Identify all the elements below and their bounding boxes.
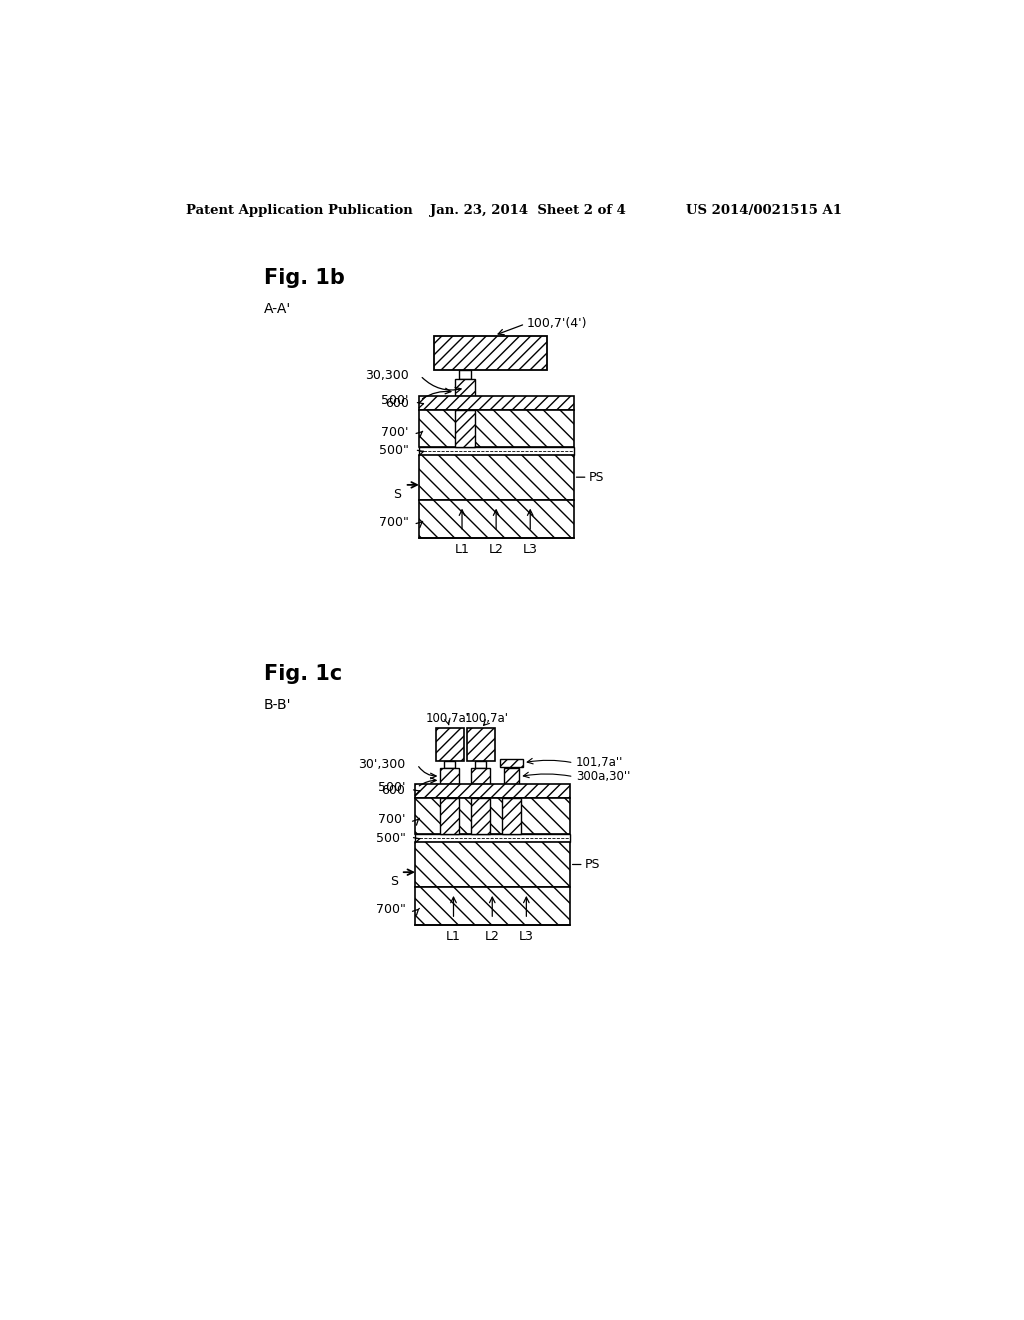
Text: 600: 600 xyxy=(385,397,409,409)
Bar xyxy=(415,797,569,834)
Text: 700": 700" xyxy=(376,903,406,916)
Bar xyxy=(471,797,489,834)
Text: 700': 700' xyxy=(381,426,409,440)
Text: S: S xyxy=(390,875,397,888)
Text: 30,300: 30,300 xyxy=(365,370,409,381)
Bar xyxy=(415,842,569,887)
Bar xyxy=(435,729,464,760)
Text: 700': 700' xyxy=(378,813,406,826)
Bar xyxy=(467,729,495,760)
Bar xyxy=(419,499,573,539)
Text: Patent Application Publication: Patent Application Publication xyxy=(186,205,413,218)
Text: 100,7'(4'): 100,7'(4') xyxy=(526,317,587,330)
Text: Fig. 1c: Fig. 1c xyxy=(263,664,342,684)
Bar xyxy=(419,396,573,411)
Text: L3: L3 xyxy=(523,543,538,556)
Bar xyxy=(415,784,569,797)
Text: PS: PS xyxy=(586,858,601,871)
Bar xyxy=(415,834,569,842)
Text: B-B': B-B' xyxy=(263,698,291,711)
Bar xyxy=(440,768,459,784)
Bar xyxy=(475,760,486,768)
Text: 500': 500' xyxy=(381,393,409,407)
Bar xyxy=(455,379,475,396)
Text: 30',300: 30',300 xyxy=(358,758,406,771)
Text: Jan. 23, 2014  Sheet 2 of 4: Jan. 23, 2014 Sheet 2 of 4 xyxy=(430,205,626,218)
Bar xyxy=(419,447,573,455)
Text: 100,7a': 100,7a' xyxy=(426,713,470,726)
Text: 300a,30'': 300a,30'' xyxy=(575,770,631,783)
Bar xyxy=(444,760,455,768)
Text: Fig. 1b: Fig. 1b xyxy=(263,268,344,288)
Text: 101,7a'': 101,7a'' xyxy=(575,756,624,770)
Text: L1: L1 xyxy=(455,543,469,556)
Text: 700": 700" xyxy=(379,516,409,529)
Bar xyxy=(415,887,569,925)
Bar xyxy=(503,797,521,834)
Text: 500": 500" xyxy=(379,445,409,458)
Text: L2: L2 xyxy=(488,543,504,556)
Bar xyxy=(500,759,523,767)
Bar xyxy=(471,768,489,784)
Text: A-A': A-A' xyxy=(263,302,291,317)
Bar xyxy=(419,455,573,499)
Text: 500": 500" xyxy=(376,832,406,845)
Text: S: S xyxy=(393,487,401,500)
Text: L1: L1 xyxy=(446,931,461,944)
Text: L3: L3 xyxy=(519,931,534,944)
Bar xyxy=(419,411,573,447)
Text: 100,7a': 100,7a' xyxy=(465,713,509,726)
Text: 600: 600 xyxy=(382,784,406,797)
Text: L2: L2 xyxy=(484,931,500,944)
Text: PS: PS xyxy=(589,471,604,483)
Text: US 2014/0021515 A1: US 2014/0021515 A1 xyxy=(686,205,842,218)
Bar xyxy=(455,411,475,447)
Bar xyxy=(459,370,471,379)
Bar xyxy=(504,768,519,785)
Text: 500': 500' xyxy=(378,781,406,795)
Bar xyxy=(434,335,547,370)
Bar xyxy=(440,797,459,834)
